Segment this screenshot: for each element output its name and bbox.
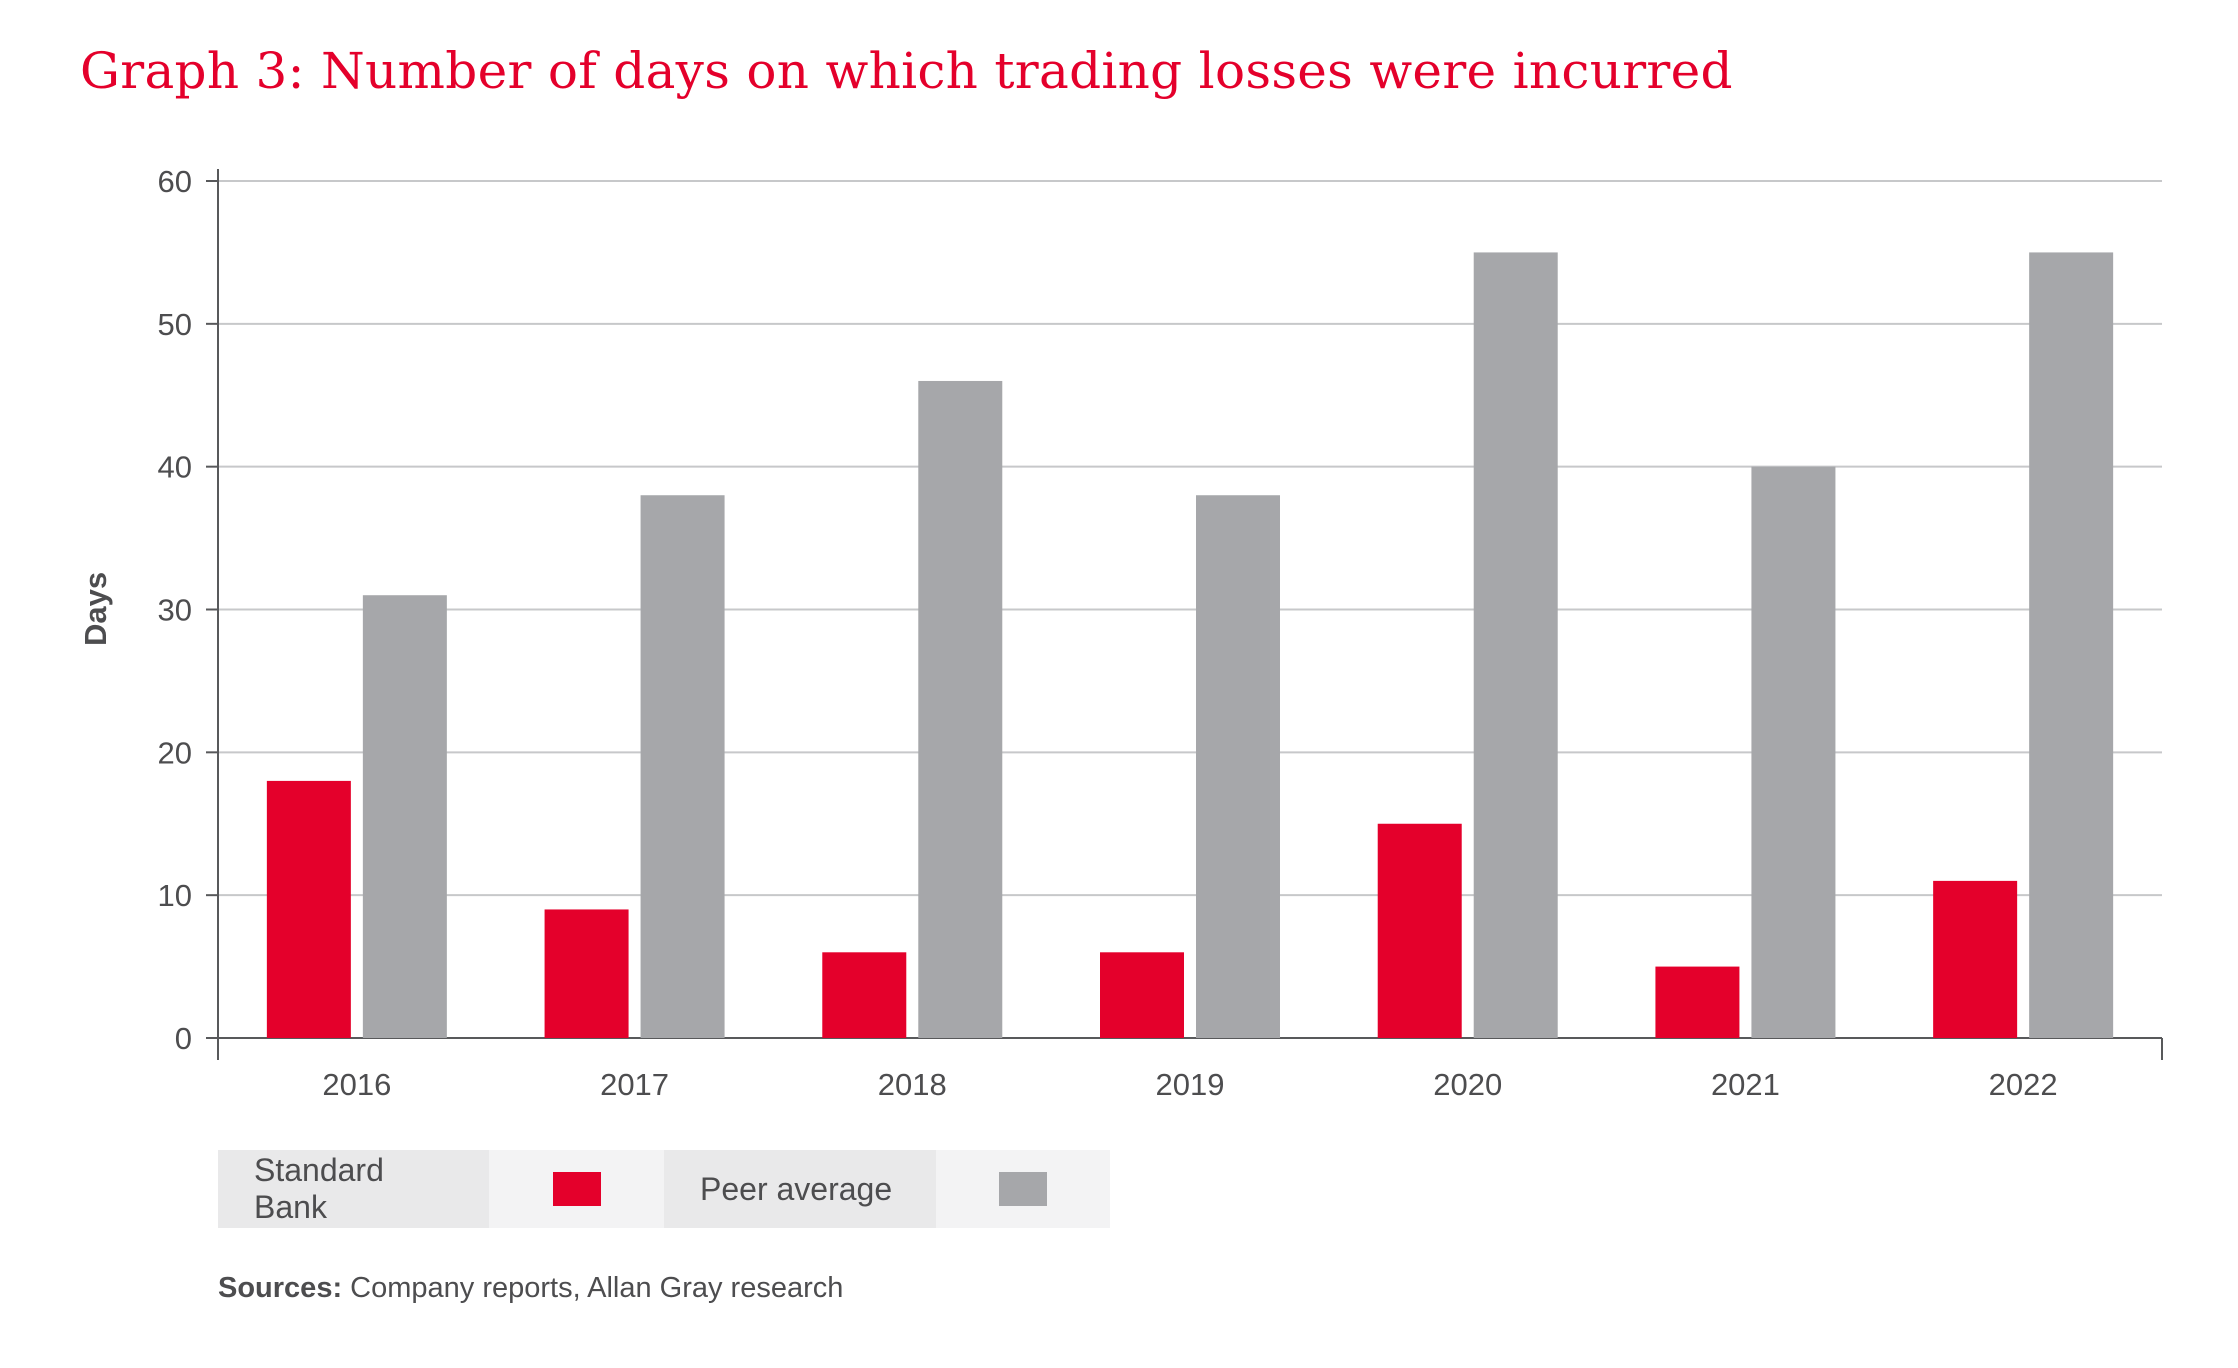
legend-swatch-standard-bank (552, 1172, 601, 1206)
chart-title: Graph 3: Number of days on which trading… (80, 42, 1733, 100)
x-tick-label: 2020 (1433, 1067, 1502, 1102)
legend-swatch-cell-standard-bank (489, 1150, 664, 1228)
bar-standard-bank-2022 (1933, 880, 2018, 1038)
y-tick-label: 20 (158, 735, 192, 770)
legend-label-standard-bank: Standard Bank (218, 1150, 489, 1228)
legend-swatch-cell-peer-average (936, 1150, 1110, 1228)
bar-peer-average-2020 (1473, 252, 1558, 1038)
y-tick-label: 40 (158, 450, 192, 485)
legend-label-peer-average: Peer average (664, 1150, 936, 1228)
y-tick-label: 60 (158, 164, 192, 199)
bar-peer-average-2018 (918, 380, 1003, 1038)
x-tick-label: 2018 (878, 1067, 947, 1102)
sources-note: Sources: Company reports, Allan Gray res… (218, 1272, 843, 1305)
bar-peer-average-2016 (362, 595, 447, 1038)
bar-standard-bank-2016 (266, 780, 351, 1038)
bar-peer-average-2017 (640, 495, 725, 1038)
bar-standard-bank-2020 (1377, 823, 1462, 1038)
y-tick-label: 10 (158, 878, 192, 913)
bar-peer-average-2022 (2029, 252, 2114, 1038)
x-tick-label: 2021 (1711, 1067, 1780, 1102)
x-tick-label: 2022 (1989, 1067, 2058, 1102)
bar-chart: 0 10 20 30 40 50 60 Days 2016 2017 2018 2019 2020 202… (78, 164, 2163, 1102)
bar-standard-bank-2018 (822, 952, 907, 1038)
y-tick-label: 30 (158, 593, 192, 628)
sources-text: Company reports, Allan Gray research (342, 1272, 844, 1304)
x-tick-label: 2019 (1156, 1067, 1225, 1102)
y-axis-label: Days (78, 572, 113, 646)
legend-swatch-peer-average (999, 1172, 1047, 1206)
sources-label: Sources: (218, 1272, 343, 1304)
legend: Standard Bank Peer average (218, 1150, 1110, 1228)
x-tick-label: 2016 (322, 1067, 391, 1102)
bar-standard-bank-2019 (1100, 952, 1184, 1038)
x-tick-label: 2017 (600, 1067, 669, 1102)
y-tick-label: 0 (175, 1021, 192, 1056)
bar-standard-bank-2017 (544, 909, 629, 1038)
y-tick-label: 50 (158, 307, 192, 342)
bar-standard-bank-2021 (1655, 966, 1740, 1038)
bar-peer-average-2021 (1751, 466, 1836, 1039)
bar-peer-average-2019 (1196, 495, 1280, 1038)
